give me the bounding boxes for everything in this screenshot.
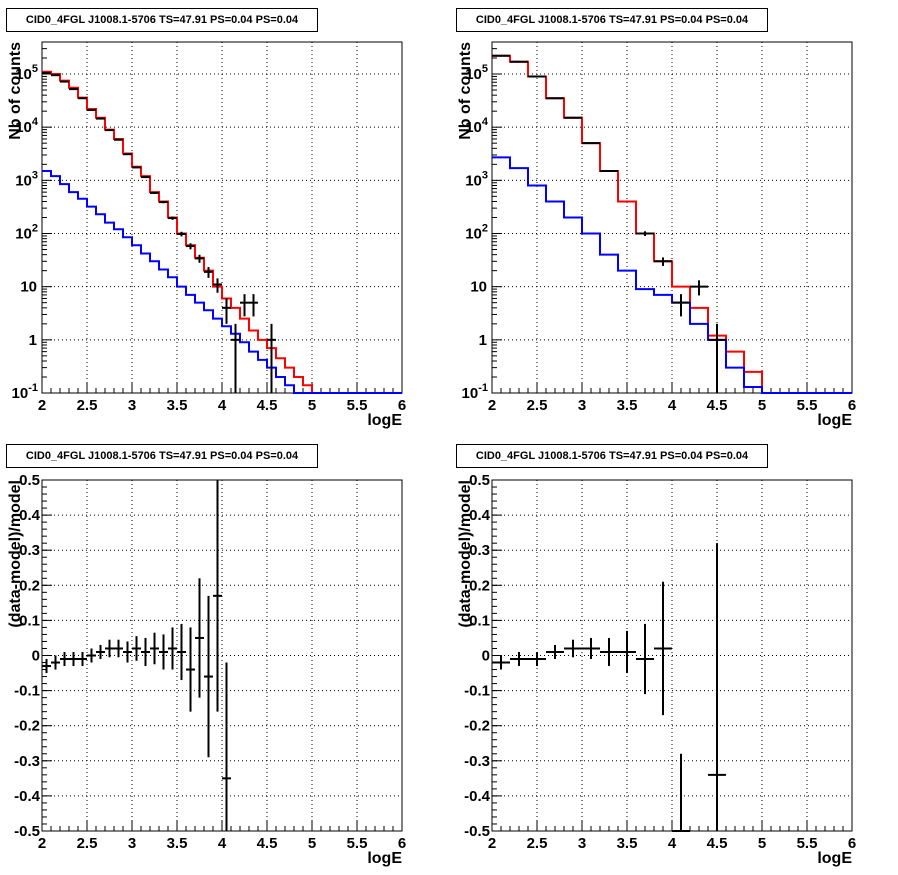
y-tick-label: 105: [15, 63, 38, 83]
plot-frame: [41, 479, 403, 832]
y-tick-label: 104: [15, 116, 39, 136]
y-tick-label: -0.5: [14, 823, 40, 840]
y-tick-label: -0.1: [464, 683, 490, 700]
x-tick-label: 2: [488, 835, 496, 852]
y-tick-label: 0.2: [19, 577, 40, 594]
x-tick-label: 3: [128, 397, 136, 414]
y-tick-label: -0.3: [14, 753, 40, 770]
y-tick-label: -0.2: [464, 718, 490, 735]
x-tick-label: 5.5: [347, 835, 368, 852]
y-axis-label: Nb of counts: [457, 42, 474, 140]
y-tick-label: 1: [479, 332, 487, 349]
x-axis-label: logE: [367, 850, 402, 867]
x-tick-label: 3: [578, 397, 586, 414]
y-tick-label: 0.5: [19, 472, 40, 489]
x-tick-label: 6: [848, 835, 856, 852]
x-tick-label: 4: [218, 397, 227, 414]
x-tick-label: 2.5: [77, 835, 98, 852]
panel-title: CID0_4FGL J1008.1-5706 TS=47.91 PS=0.04 …: [456, 8, 768, 32]
x-tick-label: 4: [218, 835, 227, 852]
y-tick-label: 10-1: [12, 382, 38, 402]
panel-title: CID0_4FGL J1008.1-5706 TS=47.91 PS=0.04 …: [456, 444, 768, 468]
x-tick-label: 5: [308, 397, 316, 414]
y-tick-label: 102: [465, 223, 488, 243]
y-axis-label: (data-model)/model: [457, 480, 474, 628]
model-total-line: [492, 54, 852, 394]
x-tick-label: 3: [578, 835, 586, 852]
x-tick-label: 4: [668, 835, 677, 852]
y-tick-label: 0.5: [469, 472, 490, 489]
x-tick-label: 2: [488, 397, 496, 414]
x-tick-label: 5.5: [347, 397, 368, 414]
x-tick-label: 2.5: [527, 397, 548, 414]
x-tick-label: 5: [758, 397, 766, 414]
y-tick-label: 10-1: [462, 382, 488, 402]
x-tick-label: 4.5: [707, 835, 728, 852]
y-tick-label: 105: [465, 63, 488, 83]
y-tick-label: 102: [15, 223, 38, 243]
x-tick-label: 3.5: [167, 835, 188, 852]
y-tick-label: 103: [465, 169, 488, 189]
x-tick-label: 3.5: [167, 397, 188, 414]
x-tick-label: 3: [128, 835, 136, 852]
y-axis-label: Nb of counts: [7, 42, 24, 140]
plot-frame: [41, 41, 403, 394]
x-tick-label: 6: [398, 835, 406, 852]
plot-frame: [491, 41, 853, 394]
y-tick-label: 0: [482, 648, 490, 665]
x-tick-label: 4.5: [257, 397, 278, 414]
y-tick-label: -0.3: [464, 753, 490, 770]
y-tick-label: 1: [29, 332, 37, 349]
y-tick-label: 0: [32, 648, 40, 665]
y-tick-label: -0.4: [14, 788, 41, 805]
x-tick-label: 5.5: [797, 397, 818, 414]
y-tick-label: -0.1: [14, 683, 40, 700]
y-axis-label: (data-model)/model: [7, 480, 24, 628]
x-tick-label: 4.5: [257, 835, 278, 852]
x-tick-label: 6: [848, 397, 856, 414]
x-tick-label: 4.5: [707, 397, 728, 414]
panel-title: CID0_4FGL J1008.1-5706 TS=47.91 PS=0.04 …: [6, 8, 318, 32]
y-tick-label: 10: [470, 279, 487, 296]
x-axis-label: logE: [817, 850, 852, 867]
model-total-line: [42, 70, 402, 394]
x-tick-label: 5: [308, 835, 316, 852]
x-tick-label: 6: [398, 397, 406, 414]
y-tick-label: 0.1: [19, 612, 40, 629]
x-axis-label: logE: [817, 412, 852, 429]
x-tick-label: 5.5: [797, 835, 818, 852]
model-source-line: [42, 169, 402, 394]
y-tick-label: 103: [15, 169, 38, 189]
y-tick-label: 0.1: [469, 612, 490, 629]
y-tick-label: 104: [465, 116, 489, 136]
y-tick-label: 0.3: [469, 542, 490, 559]
y-tick-label: 0.4: [469, 507, 491, 524]
x-tick-label: 3.5: [617, 397, 638, 414]
x-tick-label: 2.5: [77, 397, 98, 414]
y-tick-label: 10: [20, 279, 37, 296]
x-tick-label: 2: [38, 835, 46, 852]
model-source-line: [492, 156, 852, 394]
y-tick-label: 0.3: [19, 542, 40, 559]
x-tick-label: 5: [758, 835, 766, 852]
x-tick-label: 3.5: [617, 835, 638, 852]
x-tick-label: 2: [38, 397, 46, 414]
y-tick-label: -0.4: [464, 788, 491, 805]
y-tick-label: 0.4: [19, 507, 41, 524]
x-tick-label: 4: [668, 397, 677, 414]
x-axis-label: logE: [367, 412, 402, 429]
y-tick-label: -0.2: [14, 718, 40, 735]
y-tick-label: 0.2: [469, 577, 490, 594]
x-tick-label: 2.5: [527, 835, 548, 852]
y-tick-label: -0.5: [464, 823, 490, 840]
panel-title: CID0_4FGL J1008.1-5706 TS=47.91 PS=0.04 …: [6, 444, 318, 468]
